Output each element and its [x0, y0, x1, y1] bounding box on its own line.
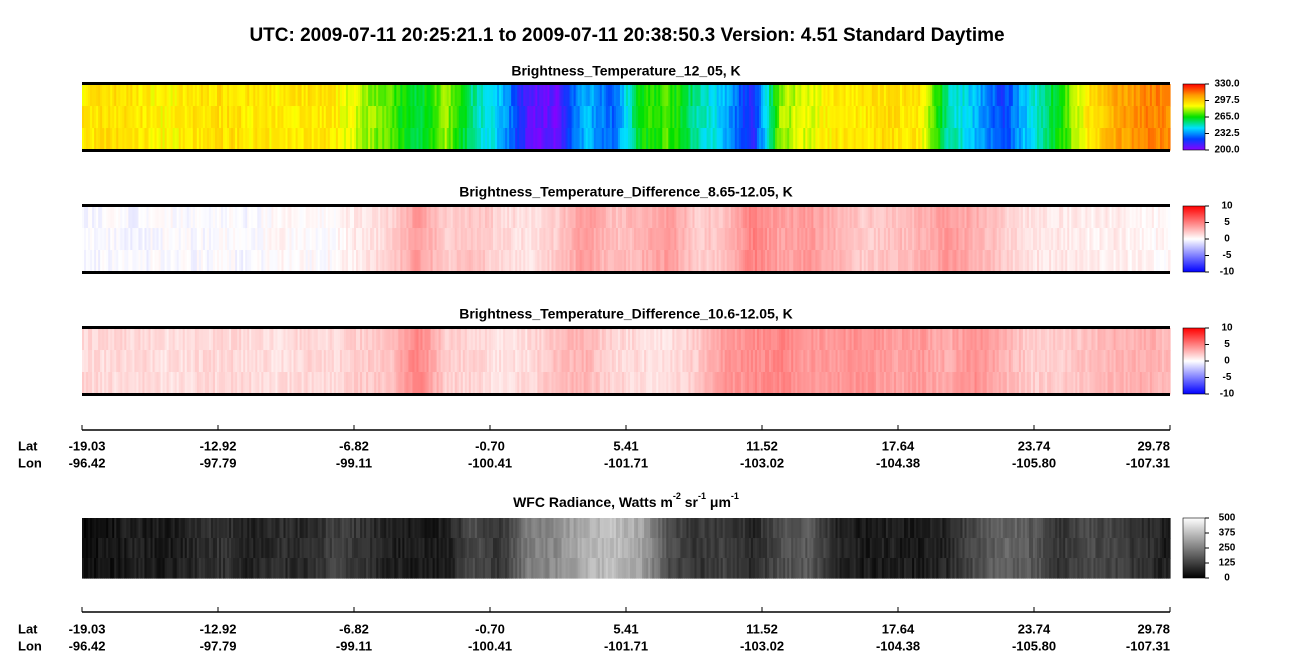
- colorbar-tick-label: 200.0: [1214, 145, 1239, 156]
- lat-tick-label: 5.41: [613, 621, 638, 636]
- colorbar-tick-label: 232.5: [1214, 128, 1239, 139]
- colorbar-tick-label: 0: [1224, 234, 1230, 245]
- lat-tick-label: 11.52: [746, 621, 778, 636]
- lon-tick-label: -99.11: [336, 638, 372, 653]
- colorbar-tick-label: 250: [1219, 543, 1236, 554]
- panel: WFC Radiance, Watts m-2 sr-1 μm-10125250…: [82, 491, 1236, 584]
- colorbar-tick-label: 0: [1224, 356, 1230, 367]
- swath-edge: [82, 271, 1170, 274]
- lat-tick-label: -19.03: [69, 438, 106, 453]
- lon-tick-label: -101.71: [604, 638, 648, 653]
- colorbar-tick-label: 5: [1224, 217, 1230, 228]
- lat-tick-label: -19.03: [69, 621, 106, 636]
- panel: Brightness_Temperature_12_05, K 200.0 232.…: [82, 63, 1240, 156]
- colorbar-tick-label: 5: [1224, 339, 1230, 350]
- lat-tick-label: -12.92: [200, 621, 237, 636]
- swath-edge: [82, 393, 1170, 396]
- colorbar-tick-label: 10: [1221, 323, 1233, 334]
- lat-tick-label: -12.92: [200, 438, 237, 453]
- image: [82, 328, 1171, 395]
- lat-tick-label: 29.78: [1137, 438, 1170, 453]
- lon-label: Lon: [18, 638, 42, 653]
- colorbar-tick-label: 500: [1219, 513, 1236, 524]
- lat-tick-label: -0.70: [475, 621, 505, 636]
- lat-tick-label: 23.74: [1018, 438, 1051, 453]
- lat-tick-label: -0.70: [475, 438, 505, 453]
- colorbar-tick-label: -5: [1223, 250, 1232, 261]
- lat-tick-label: -6.82: [339, 621, 369, 636]
- lon-tick-label: -104.38: [876, 455, 920, 470]
- colorbar-tick-label: 125: [1219, 558, 1236, 569]
- lat-label: Lat: [18, 438, 38, 453]
- geo-axis: Lat Lon -19.03 -96.42 -12.92 -97.79 -6.82 -99.1…: [18, 607, 1171, 653]
- lon-tick-label: -105.80: [1012, 455, 1056, 470]
- lon-tick-label: -100.41: [468, 638, 512, 653]
- lat-tick-label: 11.52: [746, 438, 778, 453]
- colorbar-tick-label: 10: [1221, 201, 1233, 212]
- figure-title: UTC: 2009-07-11 20:25:21.1 to 2009-07-11…: [249, 25, 1004, 46]
- swath-edge: [82, 326, 1170, 329]
- lon-tick-label: -104.38: [876, 638, 920, 653]
- superscript: -1: [731, 491, 739, 501]
- title-part: WFC Radiance, Watts m: [513, 494, 673, 510]
- lon-tick-label: -105.80: [1012, 638, 1056, 653]
- lon-tick-label: -101.71: [604, 455, 648, 470]
- colorbar-tick-label: 0: [1224, 573, 1230, 584]
- image: [82, 518, 1171, 579]
- image: [82, 84, 1171, 151]
- title-part: μm: [706, 494, 731, 510]
- panel-title: WFC Radiance, Watts m-2 sr-1 μm-1: [513, 491, 739, 509]
- lat-tick-label: 17.64: [882, 438, 915, 453]
- lon-tick-label: -107.31: [1126, 638, 1170, 653]
- lon-tick-label: -96.42: [69, 455, 106, 470]
- lat-tick-label: -6.82: [339, 438, 369, 453]
- colorbar: [1182, 327, 1206, 395]
- lon-tick-label: -103.02: [740, 638, 784, 653]
- swath-edge: [82, 149, 1170, 152]
- lat-tick-label: 17.64: [882, 621, 915, 636]
- lat-tick-label: 23.74: [1018, 621, 1051, 636]
- lat-label: Lat: [18, 621, 38, 636]
- title-part: sr: [681, 494, 699, 510]
- lon-label: Lon: [18, 455, 42, 470]
- colorbar-tick-label: 330.0: [1214, 79, 1239, 90]
- colorbar-tick-label: -10: [1220, 389, 1235, 400]
- colorbar-tick-label: 265.0: [1214, 112, 1239, 123]
- panel-title: Brightness_Temperature_Difference_8.65-1…: [459, 184, 793, 200]
- panel-title: Brightness_Temperature_12_05, K: [511, 63, 740, 79]
- panel: Brightness_Temperature_Difference_10.6-1…: [82, 306, 1235, 400]
- superscript: -2: [673, 491, 681, 501]
- colorbar-tick-label: 375: [1219, 528, 1236, 539]
- colorbar: [1182, 205, 1206, 273]
- colorbar-tick-label: 297.5: [1214, 95, 1239, 106]
- lon-tick-label: -97.79: [200, 638, 237, 653]
- swath-edge: [82, 82, 1170, 85]
- colorbar-tick-label: -10: [1220, 267, 1235, 278]
- lon-tick-label: -96.42: [69, 638, 106, 653]
- lon-tick-label: -97.79: [200, 455, 237, 470]
- lon-tick-label: -100.41: [468, 455, 512, 470]
- panel: Brightness_Temperature_Difference_8.65-1…: [82, 184, 1235, 278]
- lon-tick-label: -107.31: [1126, 455, 1170, 470]
- geo-axis: Lat Lon -19.03 -96.42 -12.92 -97.79 -6.82 -99.1…: [18, 425, 1171, 470]
- superscript: -1: [698, 491, 706, 501]
- lat-tick-label: 29.78: [1137, 621, 1170, 636]
- colorbar: [1182, 83, 1206, 151]
- lon-tick-label: -99.11: [336, 455, 372, 470]
- colorbar-tick-label: -5: [1223, 372, 1232, 383]
- panel-title: Brightness_Temperature_Difference_10.6-1…: [459, 306, 793, 322]
- swath-edge: [82, 204, 1170, 207]
- lon-tick-label: -103.02: [740, 455, 784, 470]
- lat-tick-label: 5.41: [613, 438, 638, 453]
- colorbar: [1182, 517, 1206, 579]
- image: [82, 206, 1171, 273]
